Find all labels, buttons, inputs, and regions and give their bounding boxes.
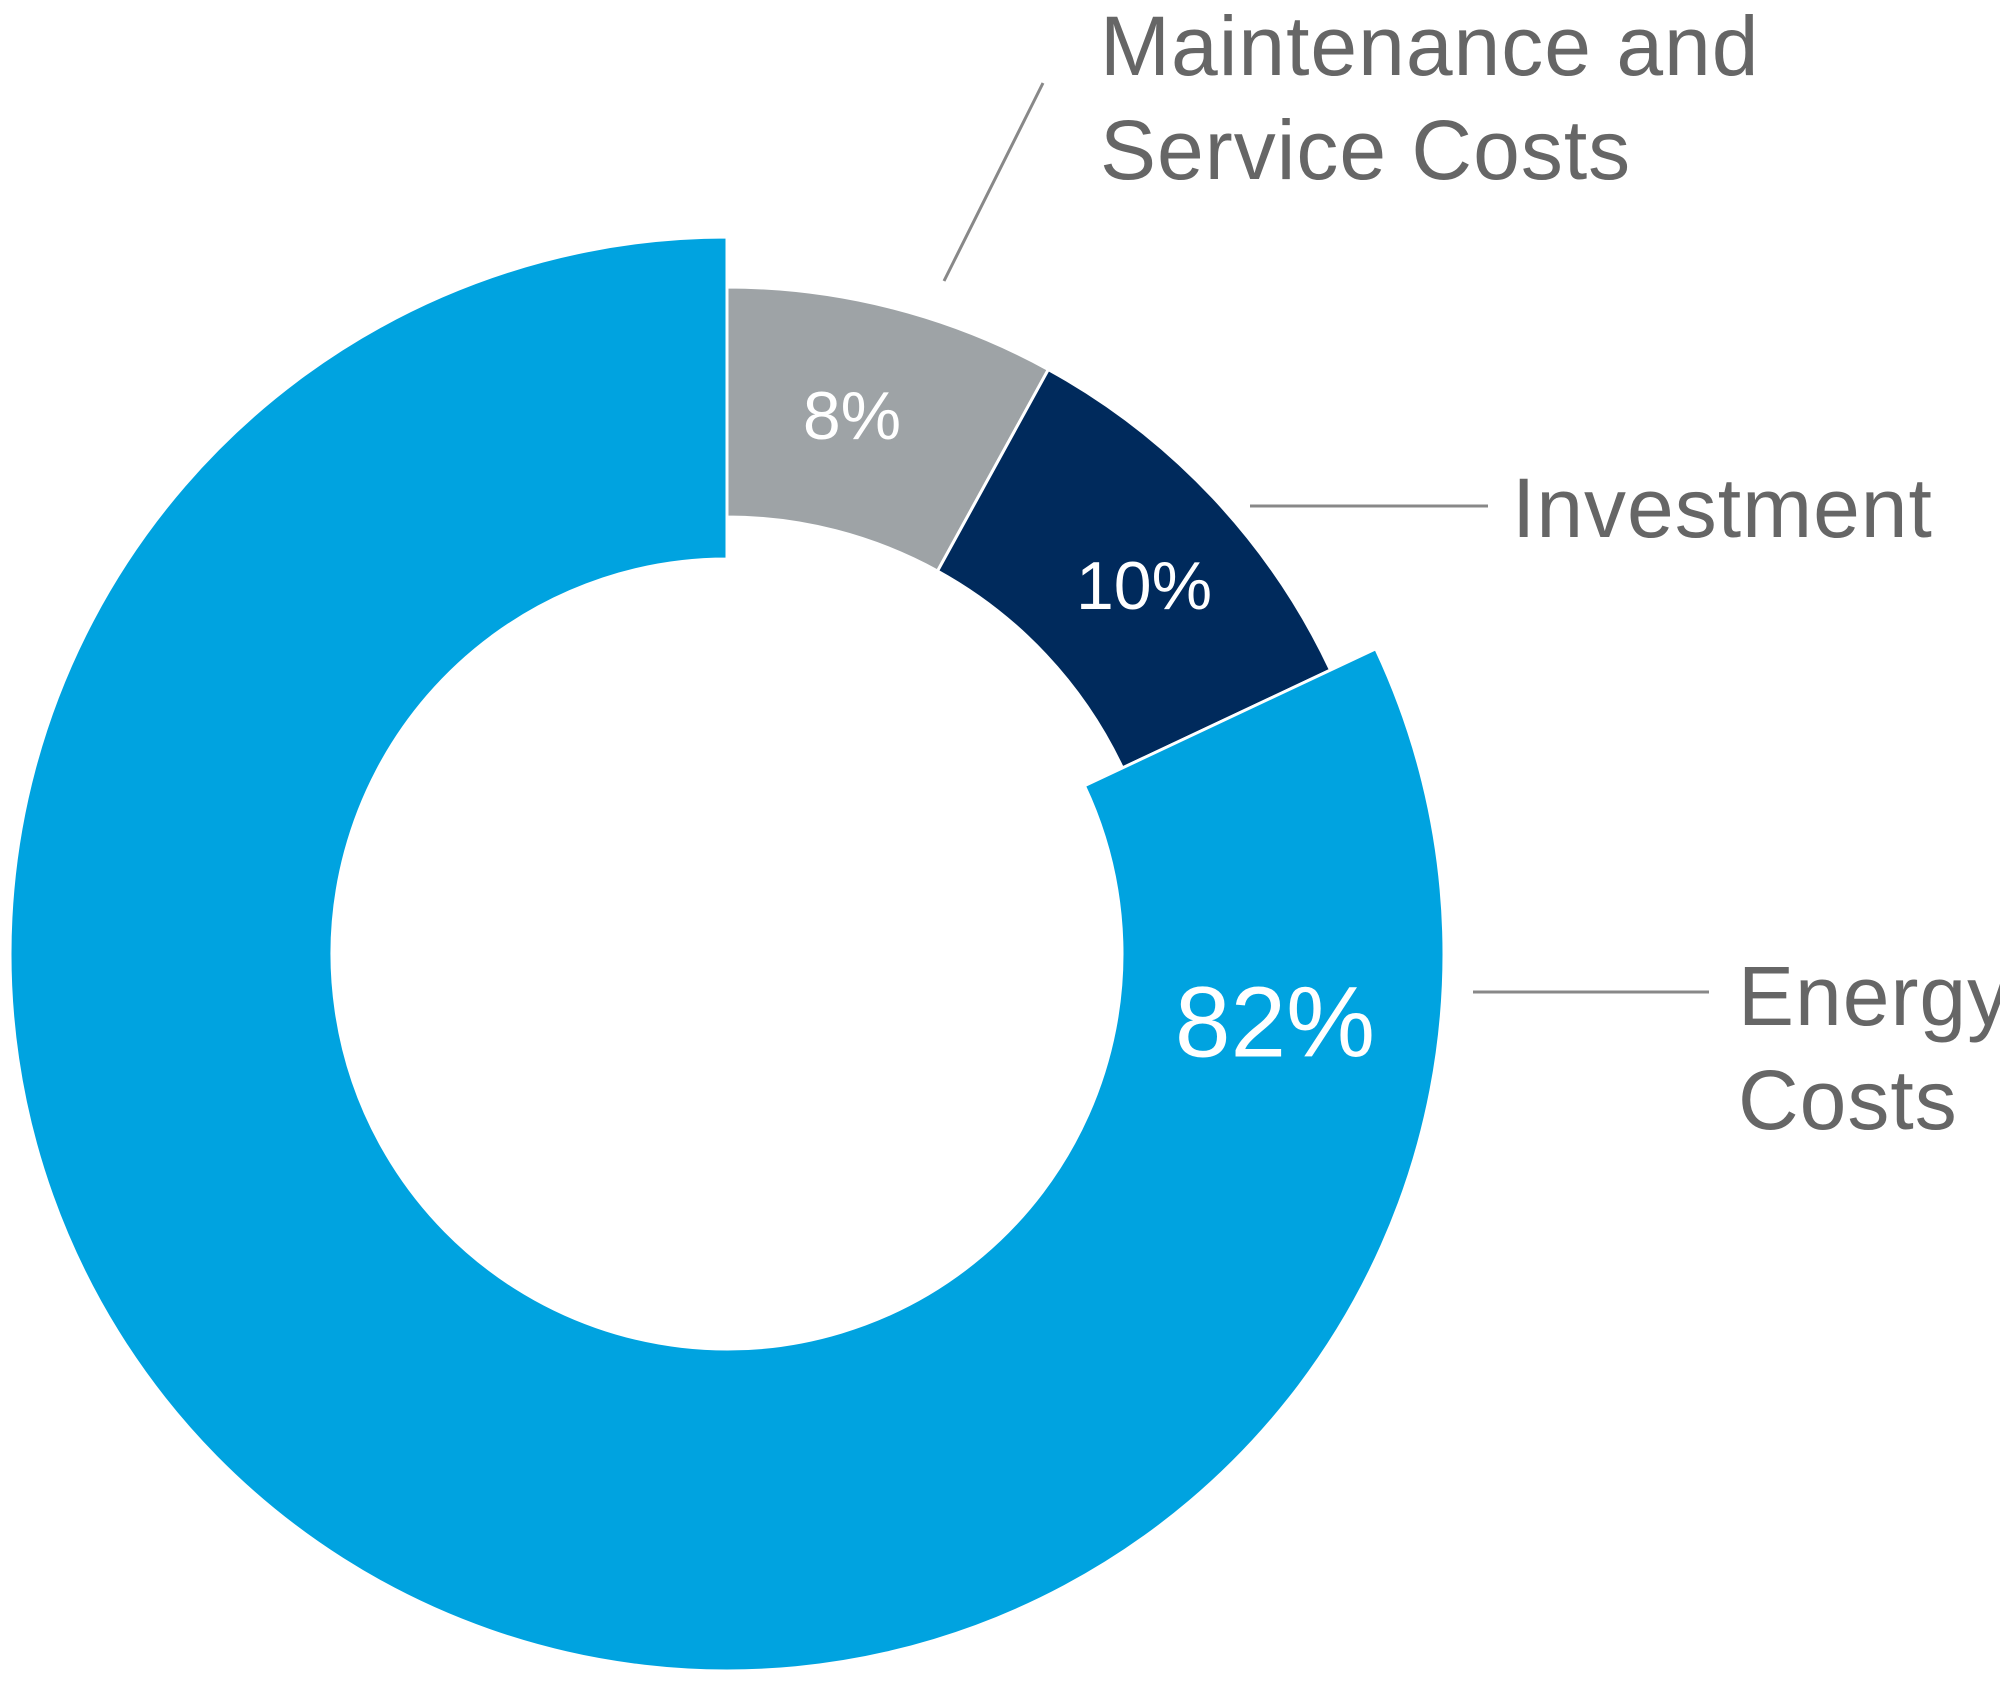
category-label: Maintenance and Service Costs	[1100, 0, 1760, 197]
value-label: 82%	[1175, 966, 1375, 1078]
value-label: 10%	[1076, 548, 1212, 624]
value-label: 8%	[803, 378, 901, 454]
donut-slice	[8, 235, 1446, 1673]
leader-line	[942, 82, 1045, 282]
category-label: Energy Costs	[1738, 949, 2000, 1147]
category-label: Investment	[1512, 461, 1933, 555]
